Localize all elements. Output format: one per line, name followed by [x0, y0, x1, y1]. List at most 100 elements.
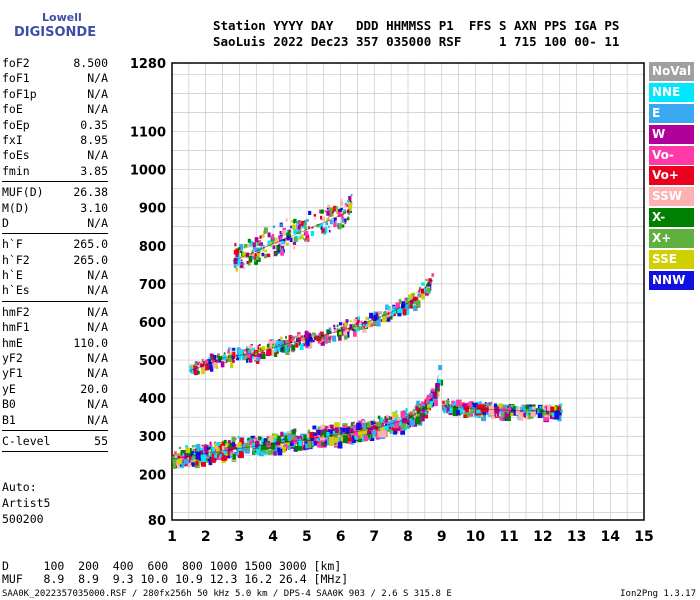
echo-point	[550, 406, 555, 413]
echo-point	[219, 453, 223, 458]
param-row: foF1p N/A	[2, 87, 108, 102]
echo-point	[280, 431, 284, 437]
echo-point	[327, 204, 331, 210]
echo-point	[242, 443, 248, 452]
echo-point	[383, 311, 387, 318]
echo-point	[541, 411, 545, 418]
echo-point	[415, 406, 419, 411]
echo-point	[247, 353, 251, 358]
echo-point	[252, 442, 256, 449]
echo-point	[405, 408, 408, 412]
echo-point	[417, 414, 420, 417]
echo-point	[231, 351, 236, 359]
echo-point	[480, 404, 486, 413]
echo-point	[304, 331, 309, 337]
echo-point	[251, 352, 256, 358]
echo-point	[237, 355, 242, 361]
echo-point	[507, 411, 510, 414]
echo-point	[305, 338, 310, 345]
echo-point	[408, 413, 413, 419]
echo-point	[301, 220, 305, 227]
echo-point	[261, 346, 266, 351]
echo-point	[403, 413, 409, 418]
echo-point	[316, 224, 320, 228]
echo-point	[326, 218, 330, 222]
echo-point	[271, 240, 275, 244]
echo-point	[326, 425, 329, 429]
echo-point	[405, 416, 408, 420]
param-value: 110.0	[73, 335, 108, 350]
echo-point	[217, 361, 220, 363]
echo-point	[427, 282, 431, 286]
echo-point	[243, 243, 248, 248]
echo-point	[392, 314, 395, 317]
param-row: hmF2 N/A	[2, 305, 108, 320]
echo-point	[308, 332, 312, 336]
trace-line	[171, 375, 439, 460]
echo-point	[299, 235, 302, 238]
echo-point	[347, 209, 350, 214]
echo-point	[318, 332, 321, 337]
echo-point	[291, 220, 295, 223]
echo-point	[416, 291, 420, 295]
legend-item: Vo-	[649, 145, 694, 165]
echo-point	[260, 242, 264, 246]
echo-point	[298, 439, 302, 446]
echo-point	[381, 424, 384, 427]
echo-point	[197, 449, 200, 452]
echo-point	[464, 405, 469, 413]
echo-point	[267, 348, 272, 356]
echo-point	[230, 352, 233, 355]
echo-point	[416, 400, 421, 407]
echo-point	[217, 353, 220, 358]
legend-item: Vo+	[649, 166, 694, 186]
echo-point	[395, 308, 399, 314]
echo-point	[342, 427, 346, 433]
auto-label: Auto:	[2, 480, 37, 494]
echo-point	[365, 323, 368, 327]
echo-point	[466, 402, 473, 408]
echo-point	[209, 441, 212, 446]
echo-point	[459, 402, 464, 406]
echo-point	[337, 441, 343, 449]
echo-point	[319, 215, 323, 220]
echo-point	[544, 404, 549, 409]
echo-point	[367, 421, 371, 428]
echo-point	[232, 359, 235, 363]
echo-point	[291, 224, 296, 230]
echo-point	[351, 326, 354, 330]
echo-point	[281, 432, 287, 437]
echo-point	[276, 438, 282, 444]
echo-point	[291, 344, 296, 351]
echo-point	[328, 336, 331, 340]
echo-point	[431, 388, 435, 392]
echo-point	[223, 352, 226, 355]
echo-point	[412, 416, 415, 420]
echo-point	[443, 407, 447, 414]
echo-point	[272, 345, 276, 349]
echo-point	[371, 317, 374, 320]
echo-point	[231, 447, 233, 451]
echo-point	[298, 334, 301, 338]
echo-point	[194, 362, 198, 367]
echo-point	[254, 237, 259, 243]
echo-point	[395, 426, 401, 431]
echo-point	[277, 348, 282, 352]
echo-point	[321, 425, 327, 435]
echo-point	[305, 335, 309, 340]
echo-point	[412, 300, 417, 305]
echo-point	[511, 408, 514, 411]
echo-point	[263, 351, 266, 355]
x-tick-label: 11	[499, 529, 518, 545]
echo-point	[476, 408, 482, 414]
echo-point	[337, 434, 341, 439]
echo-point	[362, 420, 365, 424]
echo-point	[308, 210, 312, 215]
echo-point	[343, 331, 348, 336]
param-label: fxI	[2, 132, 23, 147]
echo-point	[456, 409, 460, 416]
echo-point	[513, 406, 516, 410]
echo-point	[531, 406, 536, 410]
echo-point	[326, 207, 329, 210]
echo-point	[332, 335, 337, 342]
